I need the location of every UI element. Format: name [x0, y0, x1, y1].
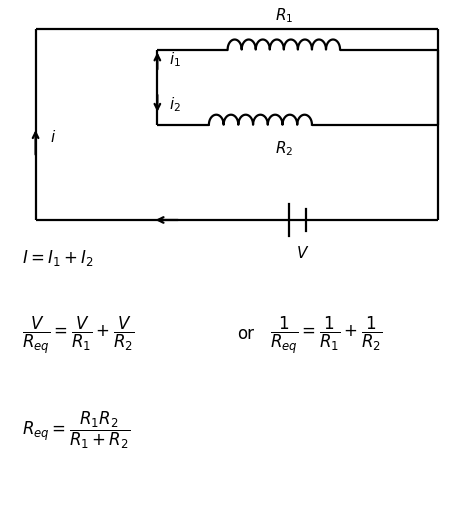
Text: $i_2$: $i_2$ [169, 96, 181, 114]
Text: $\dfrac{V}{R_{eq}} = \dfrac{V}{R_1} + \dfrac{V}{R_2}$: $\dfrac{V}{R_{eq}} = \dfrac{V}{R_1} + \d… [21, 315, 134, 356]
Text: $i$: $i$ [50, 129, 56, 145]
Text: $i_1$: $i_1$ [169, 50, 181, 69]
Text: $R_1$: $R_1$ [275, 7, 293, 26]
Text: $R_2$: $R_2$ [275, 140, 293, 158]
Text: or: or [237, 325, 254, 343]
Text: $\dfrac{1}{R_{eq}} = \dfrac{1}{R_1} + \dfrac{1}{R_2}$: $\dfrac{1}{R_{eq}} = \dfrac{1}{R_1} + \d… [270, 315, 383, 356]
Text: $R_{eq} = \dfrac{R_1 R_2}{R_1 + R_2}$: $R_{eq} = \dfrac{R_1 R_2}{R_1 + R_2}$ [21, 410, 130, 451]
Text: $I = I_1 + I_2$: $I = I_1 + I_2$ [21, 247, 93, 268]
Text: $V$: $V$ [296, 245, 309, 261]
